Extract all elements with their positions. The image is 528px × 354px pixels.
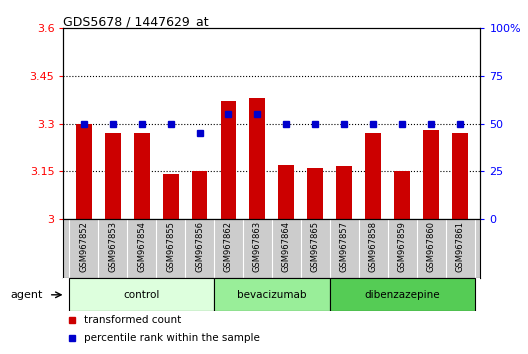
Text: GSM967862: GSM967862 [224, 221, 233, 272]
Text: transformed count: transformed count [84, 315, 182, 325]
Bar [394, 171, 410, 219]
Text: GSM967864: GSM967864 [282, 221, 291, 272]
Text: GSM967852: GSM967852 [79, 221, 88, 272]
Text: GSM967856: GSM967856 [195, 221, 204, 272]
Bar [307, 168, 323, 219]
Bar [221, 101, 237, 219]
Bar [69, 279, 214, 311]
Text: GSM967861: GSM967861 [456, 221, 465, 272]
Text: control: control [124, 290, 160, 300]
Bar [214, 279, 330, 311]
Text: GSM967860: GSM967860 [427, 221, 436, 272]
Bar [278, 165, 295, 219]
Text: GSM967863: GSM967863 [253, 221, 262, 272]
Bar [192, 171, 208, 219]
Text: GDS5678 / 1447629_at: GDS5678 / 1447629_at [63, 15, 209, 28]
Text: GSM967858: GSM967858 [369, 221, 378, 272]
Text: GSM967854: GSM967854 [137, 221, 146, 272]
Bar [336, 166, 352, 219]
Text: GSM967853: GSM967853 [108, 221, 117, 272]
Bar [76, 124, 91, 219]
Bar [249, 98, 266, 219]
Text: GSM967865: GSM967865 [311, 221, 320, 272]
Bar [163, 175, 178, 219]
Bar [330, 279, 475, 311]
Bar [134, 133, 149, 219]
Bar [452, 133, 468, 219]
Bar [105, 133, 120, 219]
Text: GSM967855: GSM967855 [166, 221, 175, 272]
Text: agent: agent [10, 290, 42, 300]
Text: GSM967857: GSM967857 [340, 221, 349, 272]
Bar [423, 130, 439, 219]
Text: bevacizumab: bevacizumab [237, 290, 307, 300]
Text: percentile rank within the sample: percentile rank within the sample [84, 333, 260, 343]
Text: GSM967859: GSM967859 [398, 221, 407, 272]
Text: dibenzazepine: dibenzazepine [364, 290, 440, 300]
Bar [365, 133, 381, 219]
